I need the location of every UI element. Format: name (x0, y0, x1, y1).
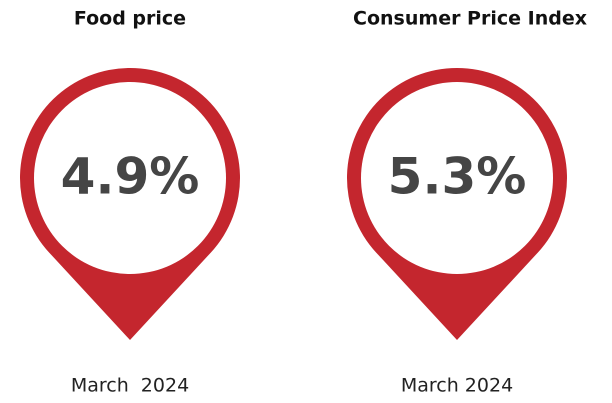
card-date: March 2024 (401, 375, 513, 397)
card: Consumer Price Index 5.3% March 2024 (346, 8, 587, 397)
card-date: March 2024 (71, 375, 189, 397)
card-title: Food price (74, 8, 186, 30)
card: Food price 4.9% March 2024 (19, 8, 240, 397)
pin-center (34, 82, 226, 274)
card-value: 4.9% (61, 148, 200, 206)
card-value: 5.3% (388, 148, 527, 206)
card-title: Consumer Price Index (353, 8, 587, 30)
pin-center (361, 82, 553, 274)
